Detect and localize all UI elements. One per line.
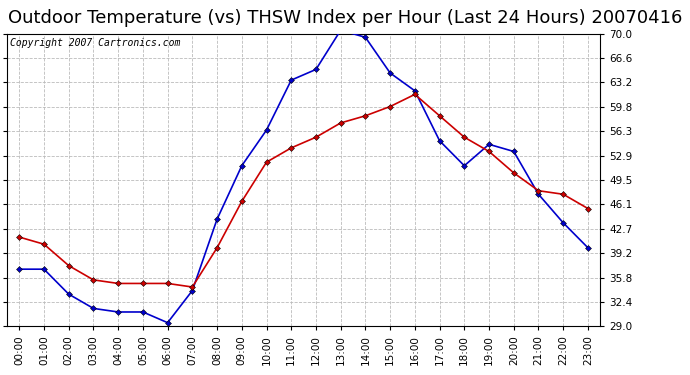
Text: Outdoor Temperature (vs) THSW Index per Hour (Last 24 Hours) 20070416: Outdoor Temperature (vs) THSW Index per …	[8, 9, 682, 27]
Text: Copyright 2007 Cartronics.com: Copyright 2007 Cartronics.com	[10, 38, 180, 48]
